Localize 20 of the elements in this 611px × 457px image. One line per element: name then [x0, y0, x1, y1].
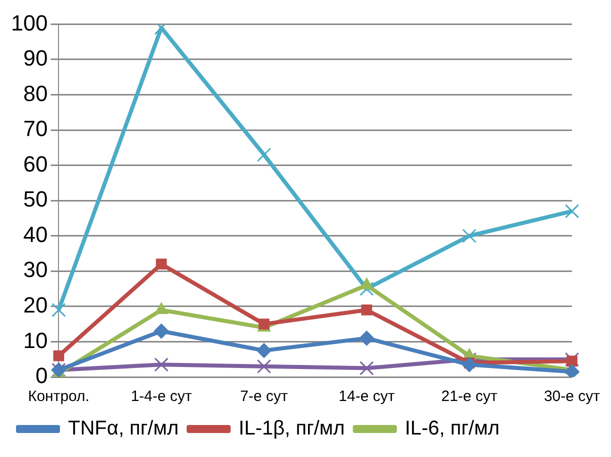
y-tick-label: 80 [23, 80, 48, 106]
y-tick-label: 100 [10, 10, 48, 36]
y-tick-label: 40 [23, 222, 48, 247]
x-tick-label: 14-е сут [338, 388, 395, 406]
x-tick-label: 30-е сут [544, 388, 600, 406]
y-tick-label: 20 [23, 292, 48, 318]
legend-label: IL-6, пг/мл [404, 418, 500, 440]
x-tick-label: Контрол. [28, 388, 90, 406]
x-tick-label: 7-е сут [240, 388, 288, 406]
x-tick-label: 1-4-е сут [130, 388, 192, 406]
legend-label: IL-1β, пг/мл [238, 418, 345, 440]
y-tick-label: 10 [23, 328, 48, 353]
y-tick-label: 70 [23, 116, 48, 142]
y-tick-label: 50 [23, 186, 48, 212]
y-tick-label: 0 [35, 363, 48, 388]
y-tick-label: 60 [23, 151, 48, 176]
y-tick-label: 30 [23, 257, 48, 282]
legend-label: TNFα, пг/мл [68, 418, 179, 440]
x-tick-label: 21-е сут [441, 388, 498, 406]
y-tick-label: 90 [23, 46, 48, 71]
